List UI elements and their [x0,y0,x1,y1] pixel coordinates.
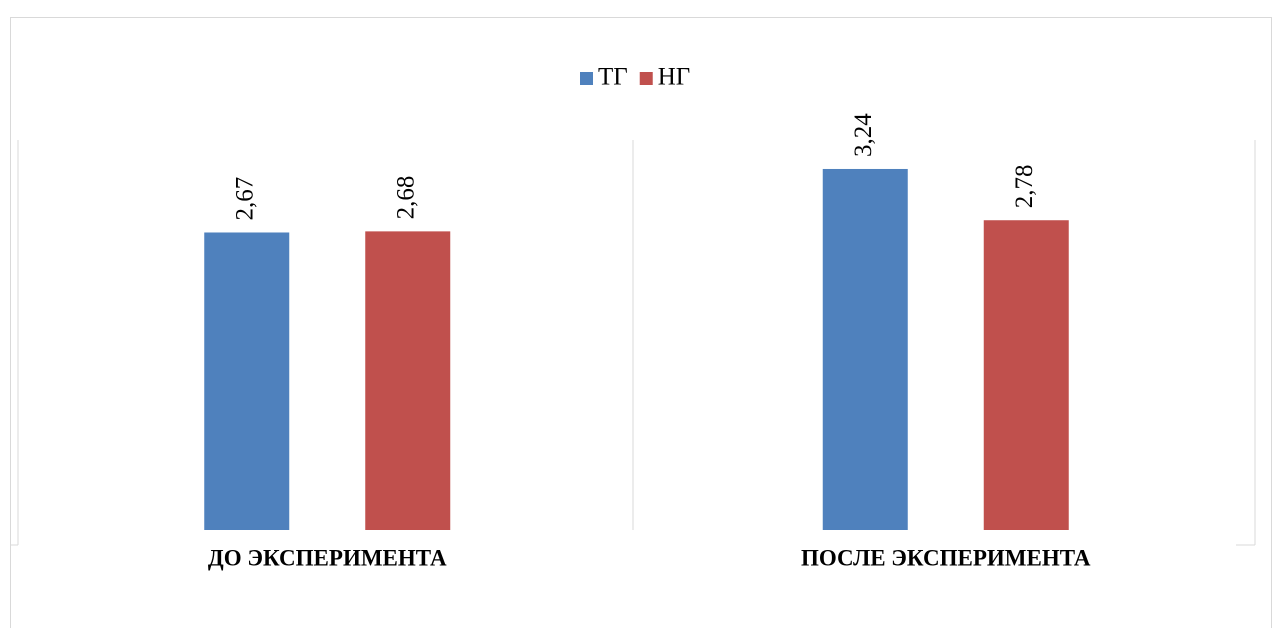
data-label: 2,67 [231,177,258,221]
legend-swatch [639,72,653,85]
x-tick-label: ДО ЭКСПЕРИМЕНТА [208,545,447,570]
data-label: 2,68 [392,176,419,220]
chart-border [10,17,1272,628]
data-label: 3,24 [850,113,877,157]
x-tick-label: ПОСЛЕ ЭКСПЕРИМЕНТА [801,545,1091,570]
bar [365,231,451,530]
legend-swatch [580,72,593,85]
bar [822,168,908,530]
bar [983,220,1069,530]
separators [10,140,1256,546]
legend-label: НГ [658,64,691,91]
data-label: 2,78 [1011,164,1038,208]
legend-label: ТГ [598,64,628,91]
bar [204,232,290,530]
